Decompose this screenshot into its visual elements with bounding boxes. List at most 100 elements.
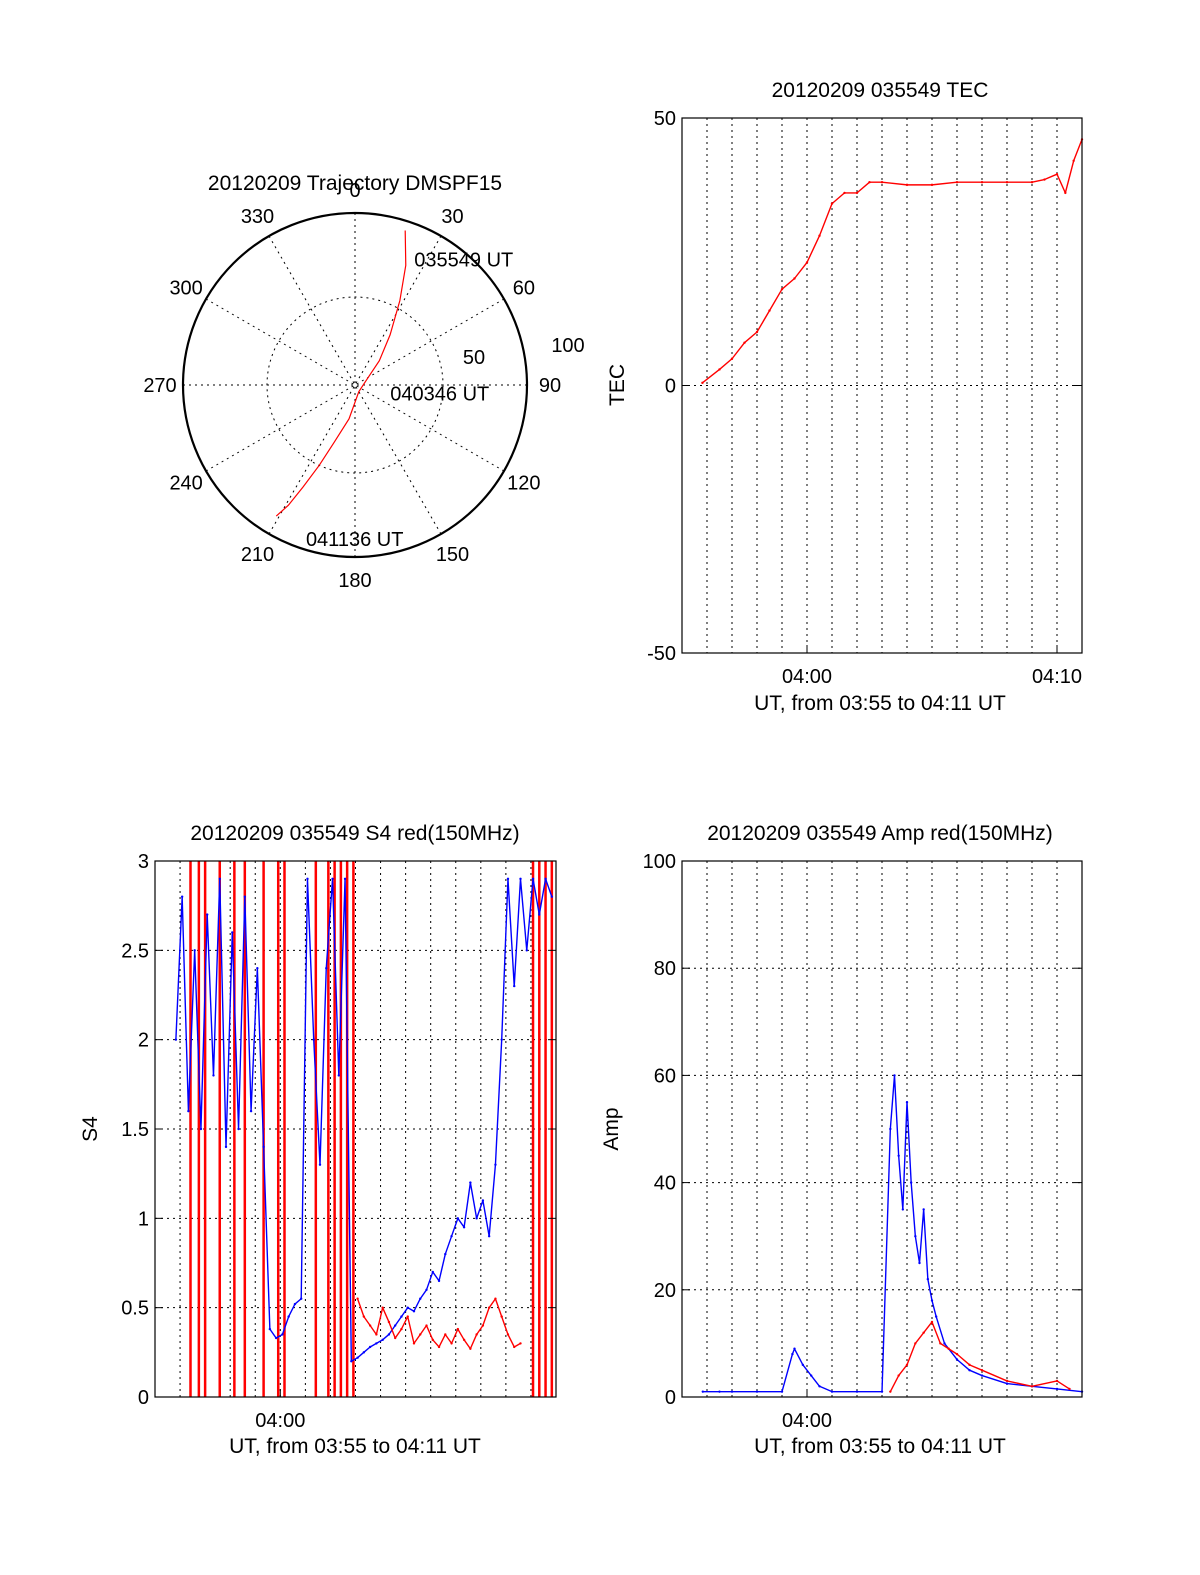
- s4-title: 20120209 035549 S4 red(150MHz): [190, 822, 519, 845]
- data-point: [980, 181, 984, 184]
- data-point: [299, 1297, 303, 1300]
- y-tick-label: 3: [138, 851, 149, 873]
- data-point: [922, 1208, 925, 1211]
- azimuth-tick-label: 0: [349, 180, 360, 202]
- data-point: [500, 1038, 503, 1041]
- data-point: [469, 1347, 472, 1350]
- y-tick-label: 0: [665, 1387, 676, 1409]
- data-point: [350, 1360, 353, 1363]
- data-point: [450, 1235, 453, 1238]
- data-point: [306, 877, 309, 881]
- data-point: [1055, 172, 1059, 176]
- data-point: [337, 1074, 340, 1077]
- data-point: [325, 967, 328, 970]
- data-point: [968, 1363, 971, 1367]
- data-point: [934, 1315, 938, 1318]
- data-point: [914, 1342, 917, 1345]
- data-point: [718, 368, 721, 371]
- data-point: [801, 1363, 805, 1367]
- data-point: [431, 1338, 434, 1342]
- data-point: [1068, 1387, 1071, 1391]
- data-point: [955, 1352, 959, 1356]
- data-point: [506, 1333, 510, 1336]
- data-point: [780, 1390, 784, 1393]
- data-point: [412, 1342, 416, 1345]
- data-point: [387, 1333, 391, 1336]
- data-point: [406, 1315, 409, 1318]
- y-tick-label: 1: [138, 1208, 149, 1230]
- x-tick-label: 04:10: [1032, 666, 1082, 688]
- data-point: [412, 1310, 416, 1313]
- y-tick-label: 1.5: [121, 1119, 149, 1141]
- data-point: [538, 913, 541, 916]
- data-point: [224, 1145, 228, 1149]
- data-point: [755, 1390, 759, 1393]
- data-point: [905, 183, 909, 187]
- y-tick-label: 0.5: [121, 1298, 149, 1320]
- data-point: [362, 1351, 366, 1354]
- data-point: [939, 1342, 942, 1345]
- data-point: [419, 1333, 422, 1336]
- data-point: [362, 1315, 366, 1318]
- azimuth-tick-label: 300: [169, 278, 202, 300]
- data-point: [868, 181, 871, 184]
- data-point: [880, 1390, 884, 1393]
- red-series-line: [889, 1321, 1070, 1392]
- data-point: [187, 1109, 190, 1113]
- data-point: [805, 261, 809, 264]
- data-point: [1072, 159, 1075, 162]
- data-point: [375, 1342, 378, 1345]
- y-tick-label: 20: [654, 1280, 676, 1302]
- data-point: [791, 1352, 794, 1356]
- data-point: [893, 1074, 896, 1077]
- data-point: [930, 183, 934, 187]
- data-point: [281, 1333, 284, 1336]
- tec-title: 20120209 035549 TEC: [772, 79, 989, 102]
- data-point: [462, 1338, 466, 1342]
- data-point: [855, 191, 859, 195]
- data-point: [387, 1320, 391, 1324]
- data-point: [368, 1324, 372, 1327]
- s4-y-label: S4: [79, 1116, 102, 1142]
- data-point: [206, 913, 209, 916]
- plot-frame: [681, 860, 1083, 1398]
- x-tick-label: 04:00: [782, 1410, 832, 1432]
- data-point: [909, 1181, 913, 1184]
- data-point: [947, 1347, 950, 1350]
- data-point: [730, 1390, 734, 1393]
- data-point: [889, 1390, 892, 1393]
- data-point: [500, 1315, 503, 1318]
- azimuth-tick-label: 30: [441, 206, 463, 228]
- y-tick-label: 2: [138, 1030, 149, 1052]
- blue-series-line: [175, 878, 553, 1362]
- data-point: [475, 1333, 478, 1336]
- trajectory-polar-plot: 20120209 Trajectory DMSPF15 0 30 60 90 120 15…: [143, 172, 584, 592]
- data-point: [1030, 181, 1034, 184]
- data-point: [830, 202, 834, 205]
- data-point: [193, 949, 196, 952]
- data-point: [437, 1345, 441, 1349]
- data-point: [980, 1374, 984, 1377]
- data-point: [793, 277, 796, 280]
- data-point: [1005, 1382, 1009, 1385]
- data-point: [818, 1385, 821, 1388]
- amp-x-label: UT, from 03:55 to 04:11 UT: [754, 1435, 1006, 1458]
- y-tick-label: 0: [665, 376, 676, 398]
- data-point: [818, 234, 821, 237]
- data-point: [930, 1320, 934, 1324]
- data-point: [730, 357, 734, 360]
- data-point: [268, 1327, 272, 1331]
- data-point: [980, 1369, 984, 1372]
- trajectory-time-annotation: 035549 UT: [414, 249, 513, 271]
- data-point: [419, 1297, 422, 1300]
- data-point: [525, 949, 528, 952]
- data-point: [1055, 1379, 1059, 1383]
- data-point: [930, 1299, 934, 1302]
- data-point: [393, 1336, 397, 1340]
- data-point: [897, 1154, 900, 1158]
- data-point: [199, 1127, 203, 1131]
- data-point: [456, 1217, 460, 1220]
- y-tick-label: 50: [654, 108, 676, 130]
- trajectory-time-annotation: 040346 UT: [390, 384, 489, 406]
